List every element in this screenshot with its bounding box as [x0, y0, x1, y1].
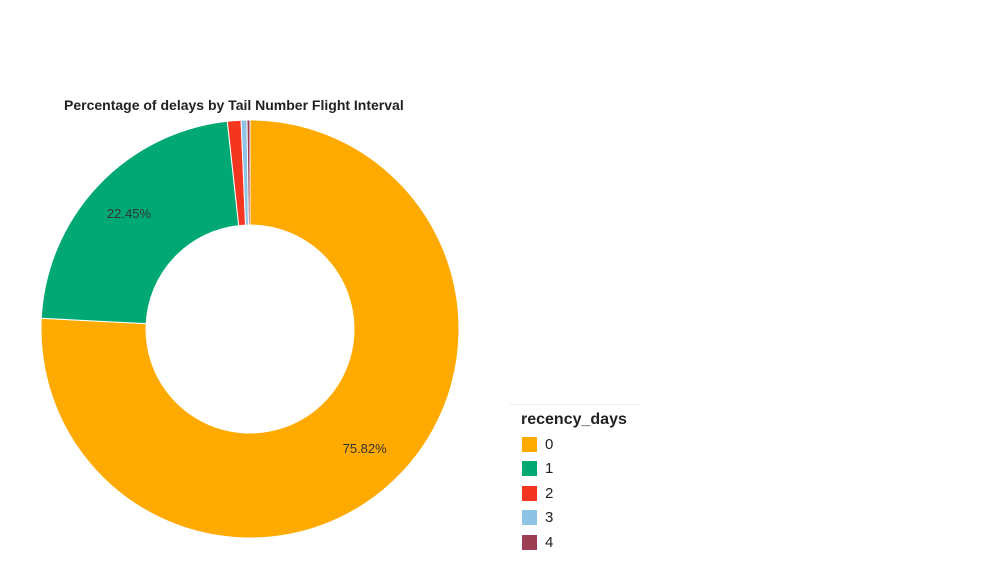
legend-swatch [522, 510, 537, 526]
legend-swatch [522, 534, 537, 550]
legend-item-0[interactable]: 0 [522, 432, 640, 457]
legend-label: 4 [545, 533, 554, 551]
slice-1[interactable] [40, 120, 240, 325]
legend-title: recency_days [521, 411, 627, 428]
legend-item-2[interactable]: 2 [522, 481, 640, 506]
legend-item-1[interactable]: 1 [522, 457, 640, 482]
slice-0[interactable] [40, 119, 460, 539]
legend-swatch [522, 436, 537, 452]
legend-swatch [522, 485, 537, 501]
slice-4[interactable] [246, 119, 251, 226]
legend: recency_days 0 1 2 3 4 [510, 404, 640, 555]
chart-title: Percentage of delays by Tail Number Flig… [64, 97, 404, 113]
legend-label: 1 [545, 460, 554, 478]
legend-item-3[interactable]: 3 [522, 506, 640, 531]
slice-label-1: 22.45% [107, 206, 152, 221]
legend-label: 0 [545, 435, 554, 453]
legend-label: 3 [545, 509, 554, 527]
legend-label: 2 [545, 484, 554, 502]
legend-item-4[interactable]: 4 [522, 530, 640, 555]
slice-label-0: 75.82% [343, 441, 388, 456]
legend-swatch [522, 461, 537, 477]
